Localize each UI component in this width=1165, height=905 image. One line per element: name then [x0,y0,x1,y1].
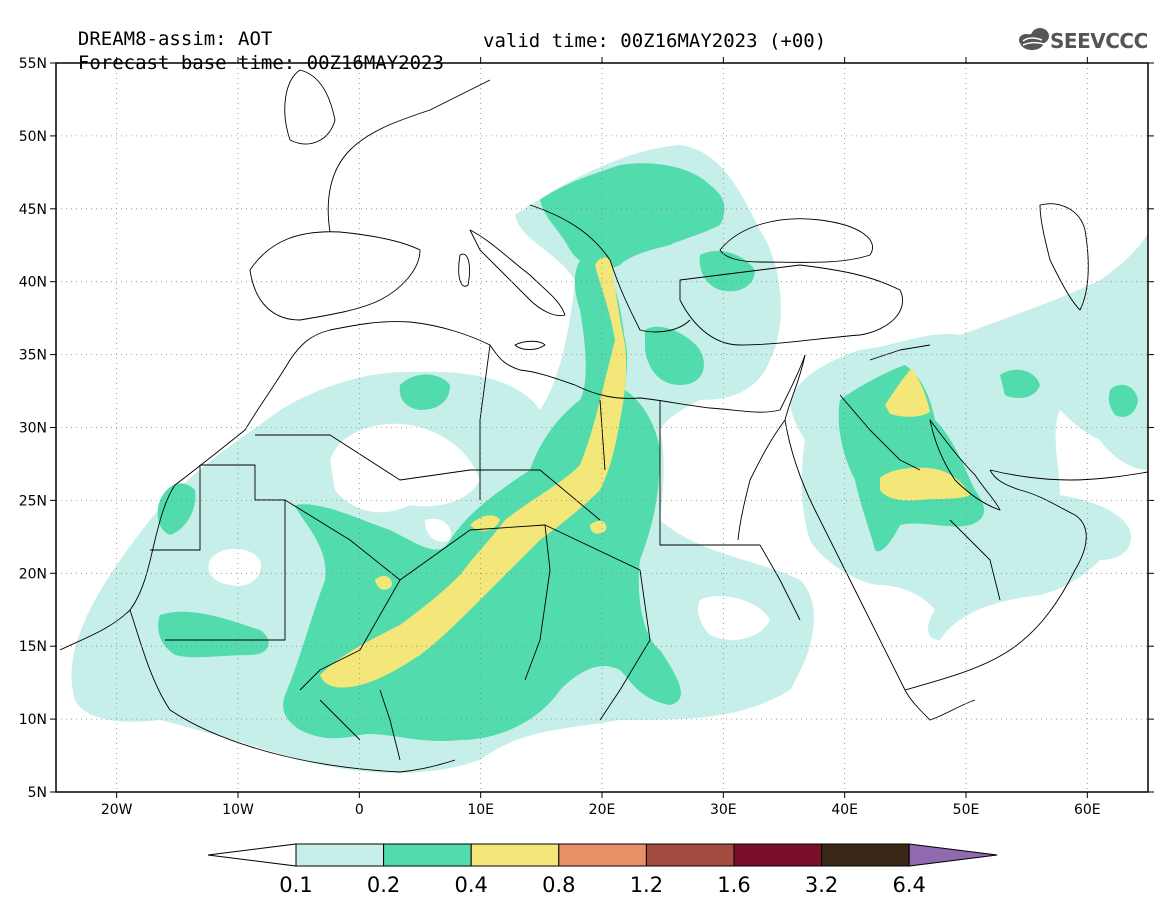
forecast-base-time: Forecast base time: 00Z16MAY2023 [77,52,444,74]
lat-tick-label: 55N [19,56,47,72]
lat-tick-label: 30N [19,421,47,437]
longitude-labels: 20W 10W 0 10E 20E 30E 40E 50E 60E [101,802,1101,818]
lat-tick-label: 25N [19,493,47,509]
lon-tick-label: 40E [831,802,858,818]
latitude-labels: 55N 50N 45N 40N 35N 30N 25N 20N 15N 10N 5N [19,56,47,801]
seevccc-logo [1019,28,1049,50]
lon-tick-label: 10E [467,802,494,818]
lat-tick-label: 10N [19,712,47,728]
colorbar-level-label: 1.2 [630,873,663,897]
colorbar-level-label: 1.6 [717,873,750,897]
colorbar: 0.1 0.2 0.4 0.8 1.2 1.6 3.2 6.4 [207,843,998,897]
lon-tick-label: 60E [1074,802,1101,818]
colorbar-level-label: 6.4 [892,873,925,897]
lon-tick-label: 50E [953,802,980,818]
lat-tick-label: 40N [19,275,47,291]
colorbar-segment [645,843,735,867]
colorbar-segment [558,843,647,867]
coastlines [59,69,1148,773]
lat-tick-label: 50N [19,129,47,145]
cloud-icon [1019,28,1049,50]
valid-time: valid time: 00Z16MAY2023 (+00) [483,30,827,52]
colorbar-level-label: 0.4 [454,873,487,897]
lat-tick-label: 45N [19,202,47,218]
colorbar-segment [821,843,910,867]
logo-text: SEEVCCC [1050,29,1148,53]
lon-tick-label: 10W [222,802,254,818]
colorbar-segment [295,843,385,867]
colorbar-over-triangle [908,843,998,867]
colorbar-level-label: 0.2 [367,873,400,897]
colorbar-segment [733,843,823,867]
lat-tick-label: 35N [19,348,47,364]
title-line-1: DREAM8-assim: AOT [55,6,272,50]
product-title: DREAM8-assim: AOT [77,28,273,50]
title-line-2: Forecast base time: 00Z16MAY2023 valid t… [55,30,826,96]
graticule [56,63,1148,792]
lon-tick-label: 0 [355,802,364,818]
lat-tick-label: 5N [28,785,47,801]
lon-tick-label: 20E [589,802,616,818]
lon-tick-label: 20W [101,802,133,818]
colorbar-level-label: 3.2 [805,873,838,897]
colorbar-level-label: 0.1 [279,873,312,897]
colorbar-segment [383,843,472,867]
lat-tick-label: 20N [19,566,47,582]
aot-shading [71,145,1148,774]
colorbar-segment [470,843,560,867]
lon-tick-label: 30E [710,802,737,818]
colorbar-level-label: 0.8 [542,873,575,897]
aot-level-0.4 [320,257,970,688]
axis-ticks [50,57,1154,798]
colorbar-under-triangle [207,843,297,867]
lat-tick-label: 15N [19,639,47,655]
aot-below-0.1 [208,423,770,640]
